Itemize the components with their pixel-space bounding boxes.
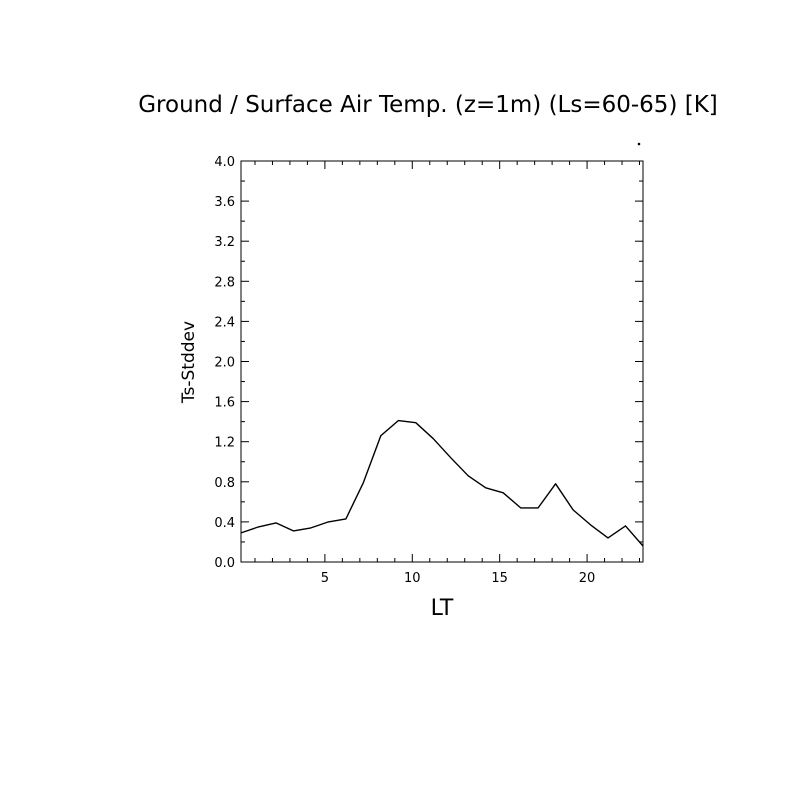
y-tick-label: 0.4 (214, 516, 235, 531)
corner-dot (637, 142, 641, 146)
series-group (240, 419, 644, 547)
x-tick-label: 20 (579, 571, 596, 586)
x-tick-label: 5 (321, 571, 329, 586)
y-tick-label: 1.2 (214, 436, 235, 451)
plot-area: 5 10 15 20 0.0 0.4 0.8 1.2 1.6 2.0 2.4 2.8 3.2 3.6 4.… (214, 155, 644, 586)
y-tick-label: 4.0 (214, 155, 235, 170)
x-tick-label: 10 (404, 571, 421, 586)
chart-title: Ground / Surface Air Temp. (z=1m) (Ls=60… (138, 92, 718, 118)
y-tick-labels: 0.0 0.4 0.8 1.2 1.6 2.0 2.4 2.8 3.2 3.6 4.0 (214, 155, 235, 571)
y-tick-label: 0.8 (214, 476, 235, 491)
y-tick-label: 0.0 (214, 556, 235, 571)
y-tick-label: 1.6 (214, 396, 235, 411)
y-tick-label: 3.2 (214, 235, 235, 250)
y-tick-label: 2.4 (214, 315, 235, 330)
y-axis-label: Ts-Stddev (179, 321, 199, 404)
plot-frame (240, 160, 644, 563)
y-tick-label: 3.6 (214, 195, 235, 210)
x-tick-label: 15 (491, 571, 508, 586)
x-tick-labels: 5 10 15 20 (321, 571, 596, 586)
axis-ticks (241, 160, 643, 563)
y-tick-label: 2.0 (214, 356, 235, 371)
y-tick-label: 2.8 (214, 275, 235, 290)
series-line (240, 419, 644, 547)
x-axis-label: LT (431, 596, 454, 621)
